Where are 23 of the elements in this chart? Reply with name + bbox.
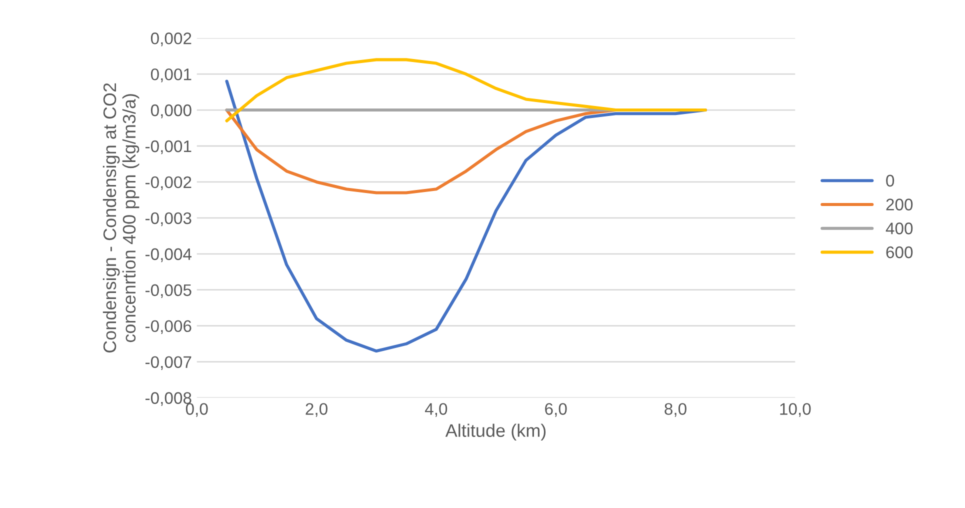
x-tick-label: 2,0 <box>306 403 328 417</box>
legend-label: 400 <box>886 222 913 234</box>
y-axis-title: Condensign - Condensign at CO2 concenrtion 400 ppm (kg/m3/a) <box>102 83 140 353</box>
legend-label: 200 <box>886 198 913 210</box>
y-tick-label: -0,005 <box>145 284 192 298</box>
y-tick-label: 0,002 <box>150 32 192 46</box>
line-series <box>225 58 707 122</box>
x-tick-label: 4,0 <box>424 403 448 417</box>
y-tick-label: 0,000 <box>150 104 192 118</box>
y-tick-label: -0,001 <box>145 140 192 154</box>
legend-label: 0 <box>886 174 894 187</box>
x-tick-label: 8,0 <box>664 403 686 417</box>
y-tick-label: -0,006 <box>145 320 192 334</box>
x-tick-label: 6,0 <box>545 403 567 417</box>
legend-label: 600 <box>886 246 913 258</box>
x-tick-label: 10,0 <box>780 403 811 417</box>
x-axis-title: Altitude (km) <box>445 424 546 441</box>
y-tick-label: -0,002 <box>145 176 192 190</box>
y-tick-label: -0,007 <box>145 356 192 370</box>
y-tick-label: -0,004 <box>145 248 192 262</box>
y-tick-label: -0,003 <box>145 212 192 226</box>
y-tick-label: 0,001 <box>150 68 192 82</box>
line-series <box>225 80 707 353</box>
